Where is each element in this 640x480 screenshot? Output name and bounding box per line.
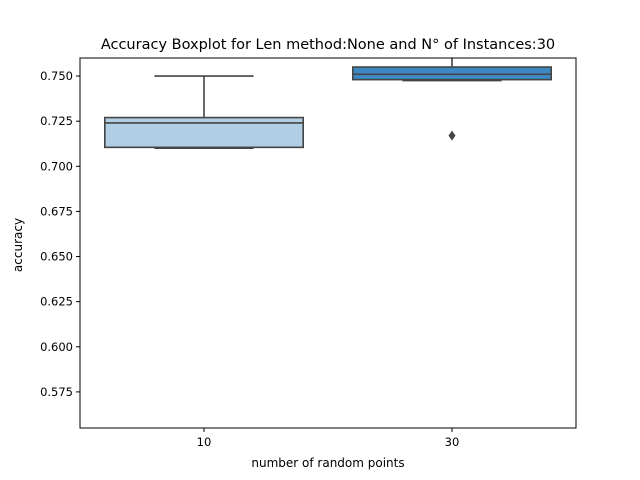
y-tick-label: 0.700 — [40, 159, 73, 173]
chart-title: Accuracy Boxplot for Len method:None and… — [101, 37, 555, 53]
y-tick-label: 0.725 — [40, 114, 73, 128]
box-30 — [351, 66, 552, 81]
y-axis-label: accuracy — [11, 218, 25, 272]
y-tick-label: 0.575 — [40, 385, 73, 399]
plot-area: 0.575 0.600 0.625 0.650 0.675 0.700 0.725 0.750… — [40, 57, 577, 449]
y-tick-label: 0.600 — [40, 340, 73, 354]
y-tick-label: 0.650 — [40, 250, 73, 264]
plot-frame — [79, 57, 577, 429]
outlier-point — [448, 130, 456, 141]
y-tick-label: 0.625 — [40, 295, 73, 309]
y-tick-label: 0.675 — [40, 204, 73, 218]
y-tick-label: 0.750 — [40, 69, 73, 83]
x-axis-label: number of random points — [251, 456, 404, 470]
box-marks — [104, 58, 552, 150]
box-10 — [104, 116, 304, 149]
x-tick-label: 10 — [197, 435, 212, 449]
x-tick-label: 30 — [445, 435, 460, 449]
